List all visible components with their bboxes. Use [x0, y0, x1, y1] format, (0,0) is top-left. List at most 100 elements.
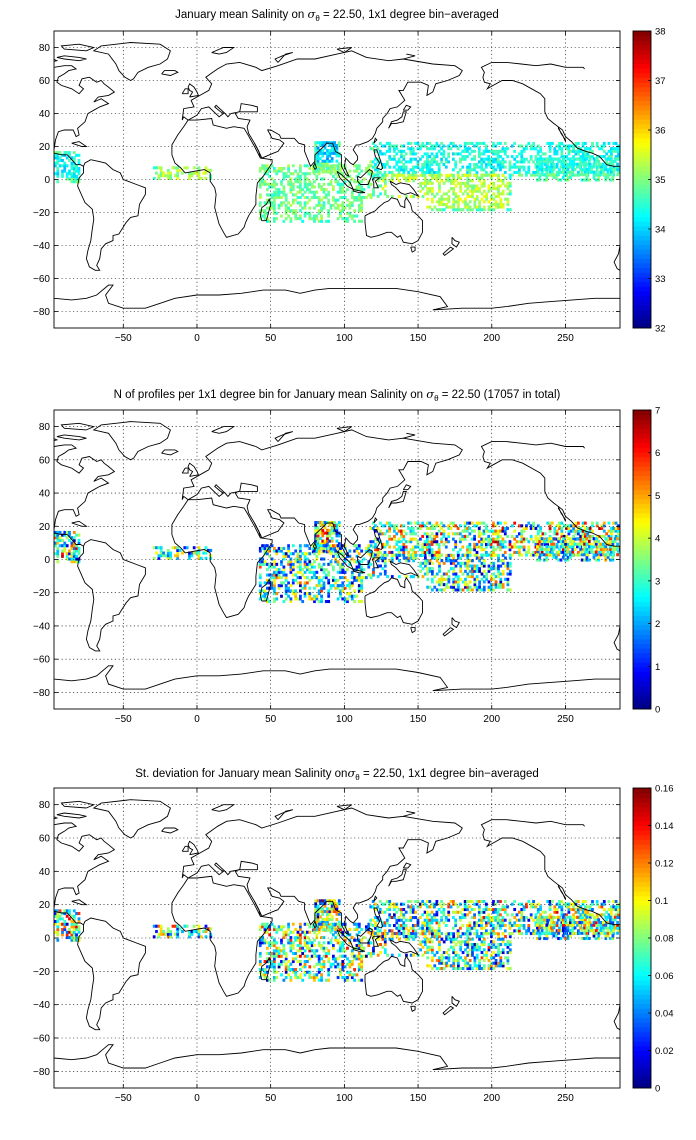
data-cell — [72, 914, 76, 918]
data-cell — [492, 144, 495, 148]
data-cell — [395, 160, 399, 164]
data-cell — [270, 201, 274, 205]
data-cell — [480, 141, 484, 145]
data-cell — [388, 559, 392, 563]
data-cell — [564, 539, 568, 543]
data-cell — [496, 542, 500, 546]
data-cell — [275, 182, 279, 186]
data-cell — [303, 592, 307, 596]
data-cell — [487, 537, 491, 541]
data-cell — [611, 178, 615, 182]
data-cell — [381, 542, 384, 546]
data-cell — [327, 960, 331, 964]
data-cell — [371, 147, 375, 151]
data-cell — [433, 170, 436, 174]
data-cell — [555, 553, 559, 557]
data-cell — [277, 193, 281, 197]
data-cell — [538, 160, 542, 164]
data-cell — [411, 545, 415, 549]
data-cell — [522, 548, 526, 552]
data-cell — [258, 944, 262, 948]
data-cell — [54, 922, 57, 926]
colorbar-tick-label: 37 — [655, 76, 666, 87]
data-cell — [315, 928, 319, 932]
data-cell — [431, 572, 434, 576]
data-cell — [159, 924, 163, 928]
data-cell — [430, 916, 434, 920]
data-cell — [63, 153, 67, 157]
coastline — [336, 426, 352, 433]
data-cell — [314, 159, 318, 163]
data-cell — [311, 547, 315, 551]
data-cell — [423, 524, 427, 528]
data-cell — [398, 195, 401, 199]
data-cell — [560, 170, 564, 174]
data-cell — [522, 529, 526, 533]
data-cell — [357, 552, 361, 556]
data-cell — [287, 544, 290, 548]
data-cell — [590, 165, 593, 169]
data-cell — [508, 176, 512, 180]
data-cell — [263, 973, 267, 977]
data-cell — [350, 193, 354, 197]
data-cell — [388, 900, 392, 904]
data-cell — [320, 203, 323, 207]
data-cell — [369, 549, 373, 553]
data-cell — [475, 550, 479, 554]
data-cell — [339, 185, 342, 189]
data-cell — [571, 160, 575, 164]
data-cell — [492, 532, 495, 536]
data-cell — [334, 581, 338, 585]
data-cell — [411, 537, 415, 541]
data-cell — [306, 581, 309, 585]
data-cell — [320, 965, 323, 969]
data-cell — [334, 560, 338, 564]
data-cell — [506, 583, 510, 587]
data-cell — [480, 532, 484, 536]
data-cell — [459, 189, 463, 193]
data-cell — [341, 976, 345, 980]
data-cell — [261, 546, 264, 550]
data-cell — [421, 173, 425, 177]
data-cell — [56, 917, 60, 921]
data-cell — [337, 912, 341, 916]
data-cell — [209, 548, 213, 552]
data-cell — [611, 542, 615, 546]
data-cell — [487, 580, 491, 584]
data-cell — [341, 196, 345, 200]
data-cell — [395, 163, 399, 167]
data-cell — [520, 160, 524, 164]
data-cell — [466, 553, 470, 557]
data-cell — [357, 946, 361, 950]
data-cell — [550, 542, 553, 546]
data-cell — [569, 144, 573, 148]
data-cell — [383, 165, 387, 169]
data-cell — [548, 141, 552, 145]
data-cell — [311, 167, 315, 171]
data-cell — [578, 165, 582, 169]
data-cell — [339, 164, 342, 168]
data-cell — [294, 976, 298, 980]
data-cell — [77, 560, 81, 564]
data-cell — [454, 575, 458, 579]
data-cell — [571, 553, 575, 557]
data-cell — [284, 552, 288, 556]
data-cell — [303, 185, 307, 189]
data-cell — [459, 208, 463, 212]
data-cell — [357, 968, 361, 972]
data-cell — [326, 149, 329, 153]
data-cell — [428, 569, 432, 573]
data-cell — [390, 170, 394, 174]
data-cell — [416, 540, 420, 544]
data-cell — [275, 193, 279, 197]
data-cell — [426, 160, 429, 164]
data-cell — [303, 180, 307, 184]
data-cell — [357, 925, 361, 929]
data-cell — [503, 149, 507, 153]
data-cell — [579, 160, 583, 164]
data-cell — [70, 180, 74, 184]
data-cell — [499, 521, 502, 525]
data-cell — [306, 164, 309, 168]
data-cell — [444, 537, 448, 541]
data-cell — [569, 545, 572, 549]
